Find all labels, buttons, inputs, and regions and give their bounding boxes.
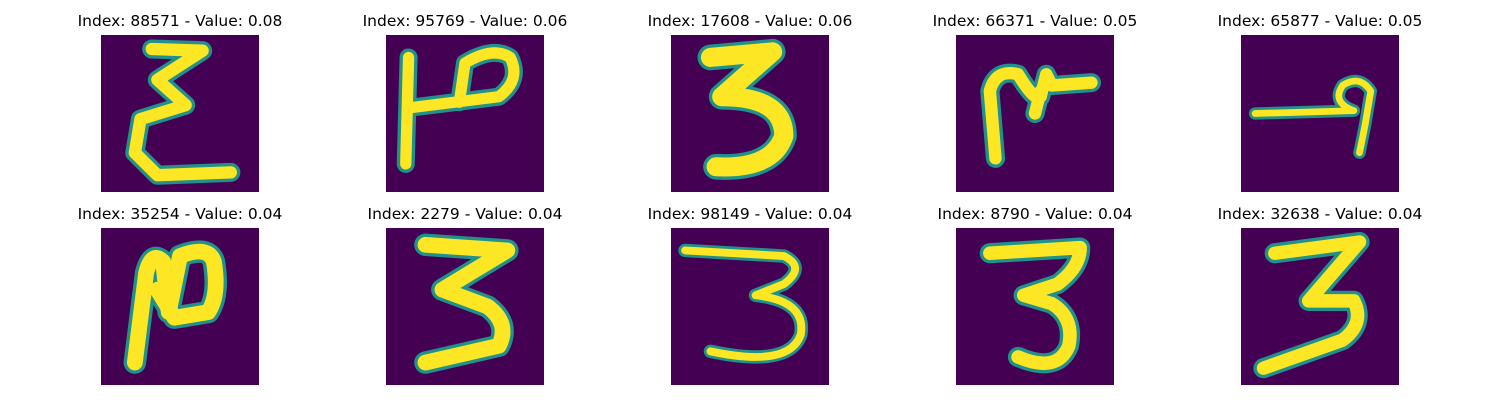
panel-title: Index: 95769 - Value: 0.06 <box>362 12 568 30</box>
digit-image <box>956 35 1114 192</box>
digit-image <box>386 35 544 192</box>
digit-image <box>671 228 829 385</box>
panel-title: Index: 17608 - Value: 0.06 <box>647 12 853 30</box>
panel-title: Index: 8790 - Value: 0.04 <box>937 205 1133 223</box>
panel-10: Index: 32638 - Value: 0.04 <box>1205 193 1435 385</box>
digit-image <box>956 228 1114 385</box>
panel-title: Index: 98149 - Value: 0.04 <box>647 205 853 223</box>
digit-image <box>1241 35 1399 192</box>
digit-image <box>1241 228 1399 385</box>
panel-6: Index: 35254 - Value: 0.04 <box>65 193 295 385</box>
panel-9: Index: 8790 - Value: 0.04 <box>920 193 1150 385</box>
panel-title: Index: 88571 - Value: 0.08 <box>77 12 283 30</box>
panel-2: Index: 95769 - Value: 0.06 <box>350 0 580 192</box>
digit-image <box>386 228 544 385</box>
panel-5: Index: 65877 - Value: 0.05 <box>1205 0 1435 192</box>
digit-image <box>101 228 259 385</box>
panel-3: Index: 17608 - Value: 0.06 <box>635 0 865 192</box>
digit-image <box>101 35 259 192</box>
panel-title: Index: 35254 - Value: 0.04 <box>77 205 283 223</box>
panel-title: Index: 65877 - Value: 0.05 <box>1217 12 1423 30</box>
panel-4: Index: 66371 - Value: 0.05 <box>920 0 1150 192</box>
panel-8: Index: 98149 - Value: 0.04 <box>635 193 865 385</box>
panel-7: Index: 2279 - Value: 0.04 <box>350 193 580 385</box>
panel-title: Index: 2279 - Value: 0.04 <box>367 205 563 223</box>
panel-1: Index: 88571 - Value: 0.08 <box>65 0 295 192</box>
panel-title: Index: 66371 - Value: 0.05 <box>932 12 1138 30</box>
digit-image <box>671 35 829 192</box>
panel-title: Index: 32638 - Value: 0.04 <box>1217 205 1423 223</box>
